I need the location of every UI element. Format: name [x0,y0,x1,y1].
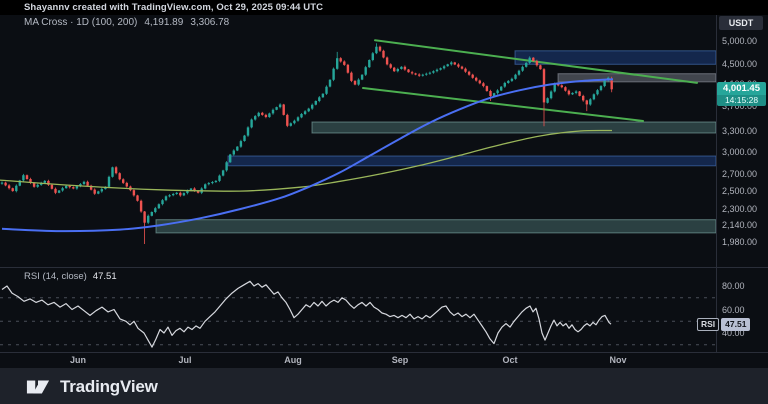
rsi-value-badge: RSI 47.51 [697,318,751,331]
resistance-zone-upper [514,50,716,65]
tradingview-logo-text: TradingView [60,377,158,396]
time-axis-label-aug: Aug [284,355,302,365]
rsi-axis-label: 80.00 [722,281,745,291]
tradingview-logo[interactable]: TradingView [24,375,158,399]
quote-currency-label: USDT [719,16,763,30]
last-price-value: 4,001.45 [717,82,766,95]
last-price-badge: 4,001.45 14:15:28 [717,82,766,106]
ma-slow-value: 3,306.78 [190,17,230,28]
time-axis-label-oct: Oct [502,355,518,365]
price-axis-label: 5,000.00 [722,36,758,46]
rsi-legend-value: 47.51 [92,271,117,282]
rsi-badge-tag: RSI [697,318,720,331]
tradingview-logo-icon [26,380,50,394]
price-axis-label: 4,500.00 [722,59,758,69]
price-axis-label: 3,700.00 [722,101,758,111]
rsi-axis-label: 40.00 [722,328,745,338]
rsi-axis-label: 60.00 [722,305,745,315]
candlesticks [0,43,613,244]
price-axis-label: 2,300.00 [722,204,758,214]
attribution-text: Shayannv created with TradingView.com, O… [24,2,324,13]
price-axis-label: 1,980.00 [722,237,758,247]
time-axis-label-jun: Jun [69,355,86,365]
bar-countdown: 14:15:28 [717,95,766,106]
price-pane[interactable] [0,15,716,267]
indicator-title: MA Cross · 1D (100, 200) [24,17,138,28]
price-axis-label: 3,000.00 [722,147,758,157]
price-axis-label: 2,500.00 [722,186,758,196]
price-axis-label: 3,300.00 [722,126,758,136]
price-axis-label: 2,700.00 [722,169,758,179]
attribution-bar: Shayannv created with TradingView.com, O… [0,0,768,15]
rsi-line [1,280,612,348]
descending-channel-lower [362,87,644,122]
rsi-legend[interactable]: RSI (14, close) 47.51 [24,271,117,282]
ma-200-line [0,129,613,192]
price-pane-graphics [0,39,716,244]
ma-fast-value: 4,191.89 [144,17,184,28]
price-axis-label: 2,140.00 [722,220,758,230]
footer-bar: TradingView [0,368,768,404]
rsi-badge-value: 47.51 [721,318,751,331]
supply-zone-gray [557,73,716,83]
rsi-pane-graphics [0,280,716,348]
ma-100-line [1,78,614,233]
time-axis-label-jul: Jul [178,355,192,365]
rsi-legend-title: RSI (14, close) [24,271,87,282]
indicator-legend[interactable]: MA Cross · 1D (100, 200) 4,191.89 3,306.78 [24,17,229,28]
rsi-pane[interactable] [0,270,716,352]
time-axis-label-sep: Sep [391,355,409,365]
time-axis-label-nov: Nov [609,355,627,365]
support-zone-2900 [227,155,716,167]
support-zone-3300 [311,121,716,134]
